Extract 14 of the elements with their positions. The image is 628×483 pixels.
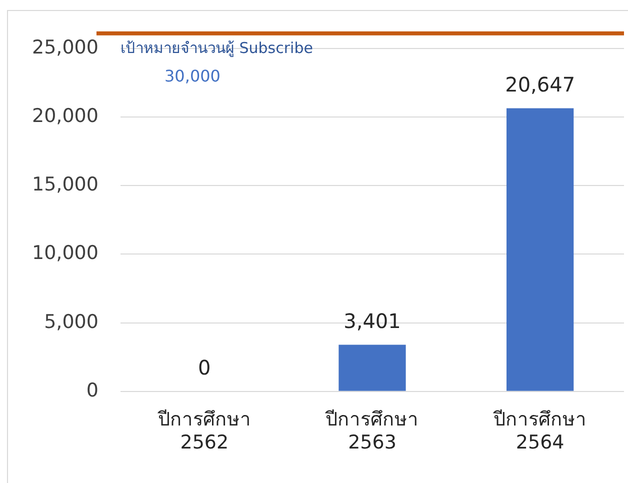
- x-tick-label: ปีการศึกษา 2564: [492, 408, 587, 454]
- x-tick-label: ปีการศึกษา 2563: [324, 408, 419, 454]
- y-tick-label: 15,000: [32, 174, 98, 196]
- data-label: 0: [198, 356, 211, 380]
- data-label: 20,647: [505, 72, 576, 96]
- annotation: 30,000: [164, 66, 220, 86]
- data-label: 3,401: [344, 308, 401, 333]
- y-tick-label: 25,000: [32, 36, 98, 58]
- ref-line-label: เป้าหมายจำนวนผู้ Subscribe: [120, 38, 313, 57]
- y-tick-label: 0: [86, 379, 98, 402]
- y-tick-label: 5,000: [44, 310, 98, 333]
- y-tick-label: 10,000: [32, 242, 98, 264]
- y-tick-label: 20,000: [32, 105, 98, 128]
- x-tick-label: ปีการศึกษา 2562: [156, 408, 251, 454]
